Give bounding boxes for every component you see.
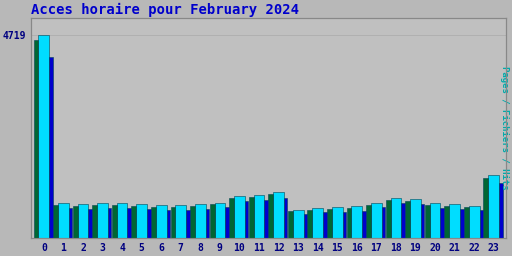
Bar (444, 206, 449, 238)
Bar (38, 35, 49, 238)
Bar (69, 208, 72, 238)
Bar (206, 209, 209, 238)
Bar (371, 203, 382, 238)
Bar (108, 208, 112, 238)
Bar (92, 205, 97, 238)
Bar (209, 204, 215, 238)
Bar (327, 209, 332, 238)
Bar (401, 203, 405, 238)
Bar (268, 194, 273, 238)
Bar (288, 211, 293, 238)
Bar (323, 212, 327, 238)
Bar (225, 207, 229, 238)
Bar (78, 204, 89, 238)
Bar (410, 199, 421, 238)
Bar (386, 200, 391, 238)
Bar (170, 207, 176, 238)
Bar (34, 40, 38, 238)
Bar (480, 210, 483, 238)
Bar (347, 208, 351, 238)
Bar (234, 196, 245, 238)
Bar (49, 57, 53, 238)
Bar (249, 197, 253, 238)
Bar (382, 207, 385, 238)
Text: Acces horaire pour February 2024: Acces horaire pour February 2024 (31, 3, 299, 17)
Bar (351, 206, 362, 238)
Bar (343, 212, 346, 238)
Bar (215, 202, 225, 238)
Bar (449, 204, 460, 238)
Bar (73, 206, 78, 238)
Bar (229, 198, 234, 238)
Bar (460, 209, 463, 238)
Bar (483, 178, 488, 238)
Bar (499, 183, 503, 238)
Bar (405, 201, 410, 238)
Bar (186, 210, 189, 238)
Bar (469, 206, 480, 238)
Bar (391, 198, 401, 238)
Bar (147, 209, 151, 238)
Bar (53, 205, 58, 238)
Bar (136, 204, 147, 238)
Bar (97, 203, 108, 238)
Bar (464, 207, 469, 238)
Bar (362, 211, 366, 238)
Bar (245, 201, 248, 238)
Bar (307, 210, 312, 238)
Bar (293, 210, 304, 238)
Bar (253, 195, 264, 238)
Bar (156, 205, 166, 238)
Bar (440, 208, 444, 238)
Bar (117, 203, 127, 238)
Bar (273, 192, 284, 238)
Bar (284, 198, 287, 238)
Bar (166, 210, 170, 238)
Bar (488, 175, 499, 238)
Bar (425, 205, 430, 238)
Bar (151, 207, 156, 238)
Bar (132, 206, 136, 238)
Y-axis label: Pages / Fichiers / Hits: Pages / Fichiers / Hits (500, 66, 509, 190)
Bar (430, 203, 440, 238)
Bar (89, 209, 92, 238)
Bar (366, 205, 371, 238)
Bar (421, 204, 424, 238)
Bar (264, 200, 268, 238)
Bar (312, 208, 323, 238)
Bar (112, 205, 117, 238)
Bar (176, 205, 186, 238)
Bar (304, 214, 307, 238)
Bar (190, 206, 195, 238)
Bar (127, 208, 131, 238)
Bar (58, 203, 69, 238)
Bar (332, 207, 343, 238)
Bar (195, 204, 206, 238)
